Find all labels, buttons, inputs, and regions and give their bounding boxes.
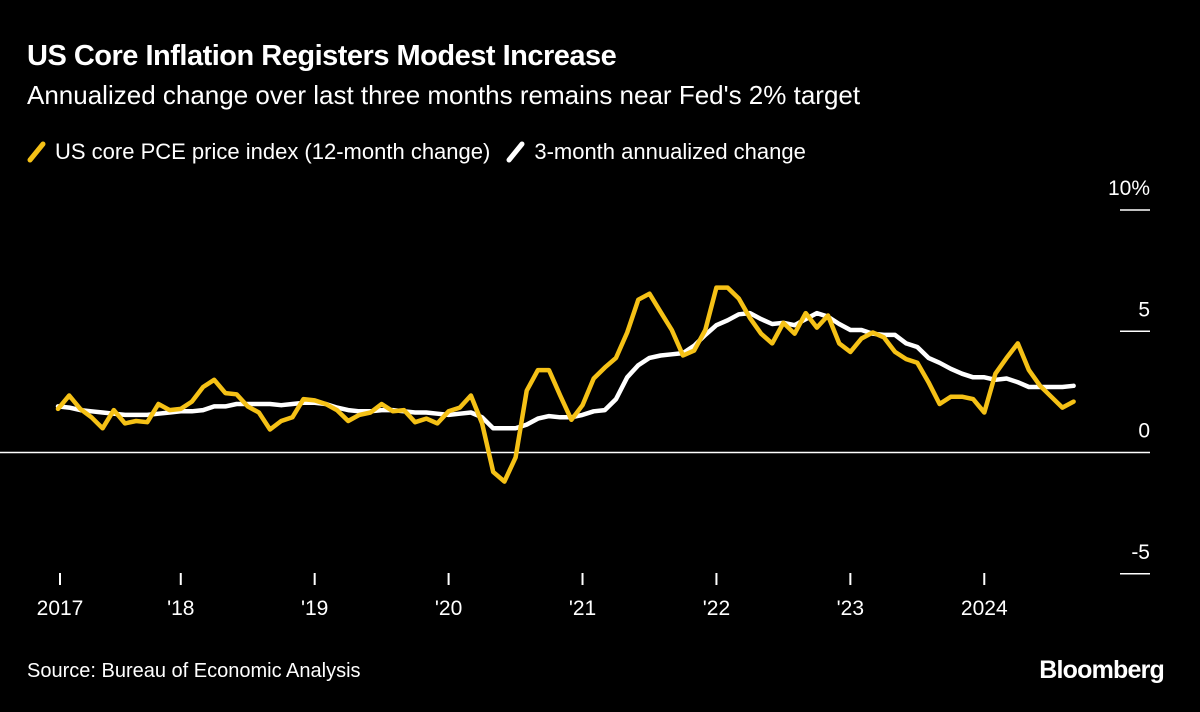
source-note: Source: Bureau of Economic Analysis — [27, 660, 361, 682]
x-tick-label: '19 — [301, 597, 328, 620]
legend-label-core-pce: US core PCE price index (12-month change… — [55, 139, 491, 164]
y-tick-label: 0 — [1138, 420, 1150, 443]
series-line-core-pce — [55, 285, 1076, 484]
chart-title: US Core Inflation Registers Modest Incre… — [27, 40, 617, 72]
x-tick-label: 2017 — [37, 597, 84, 620]
y-tick-label: -5 — [1131, 541, 1150, 564]
legend-swatch-white-icon — [506, 141, 525, 163]
series-line-3-month — [55, 310, 1076, 431]
y-tick-label: 10% — [1108, 177, 1150, 200]
x-tick-label: '22 — [703, 597, 730, 620]
bloomberg-logo: Bloomberg — [1039, 656, 1165, 684]
x-tick-label: '18 — [167, 597, 194, 620]
x-tick-label: 2024 — [961, 597, 1008, 620]
y-tick-label: 5 — [1138, 298, 1150, 321]
legend-item-core-pce: US core PCE price index (12-month change… — [27, 139, 490, 165]
legend: US core PCE price index (12-month change… — [27, 139, 822, 165]
legend-swatch-yellow-icon — [27, 141, 46, 163]
legend-item-3-month: 3-month annualized change — [506, 139, 806, 165]
legend-label-3-month: 3-month annualized change — [534, 139, 806, 164]
x-tick-label: '21 — [569, 597, 596, 620]
x-tick-label: '20 — [435, 597, 462, 620]
x-tick-label: '23 — [837, 597, 864, 620]
chart-subtitle: Annualized change over last three months… — [27, 80, 861, 110]
